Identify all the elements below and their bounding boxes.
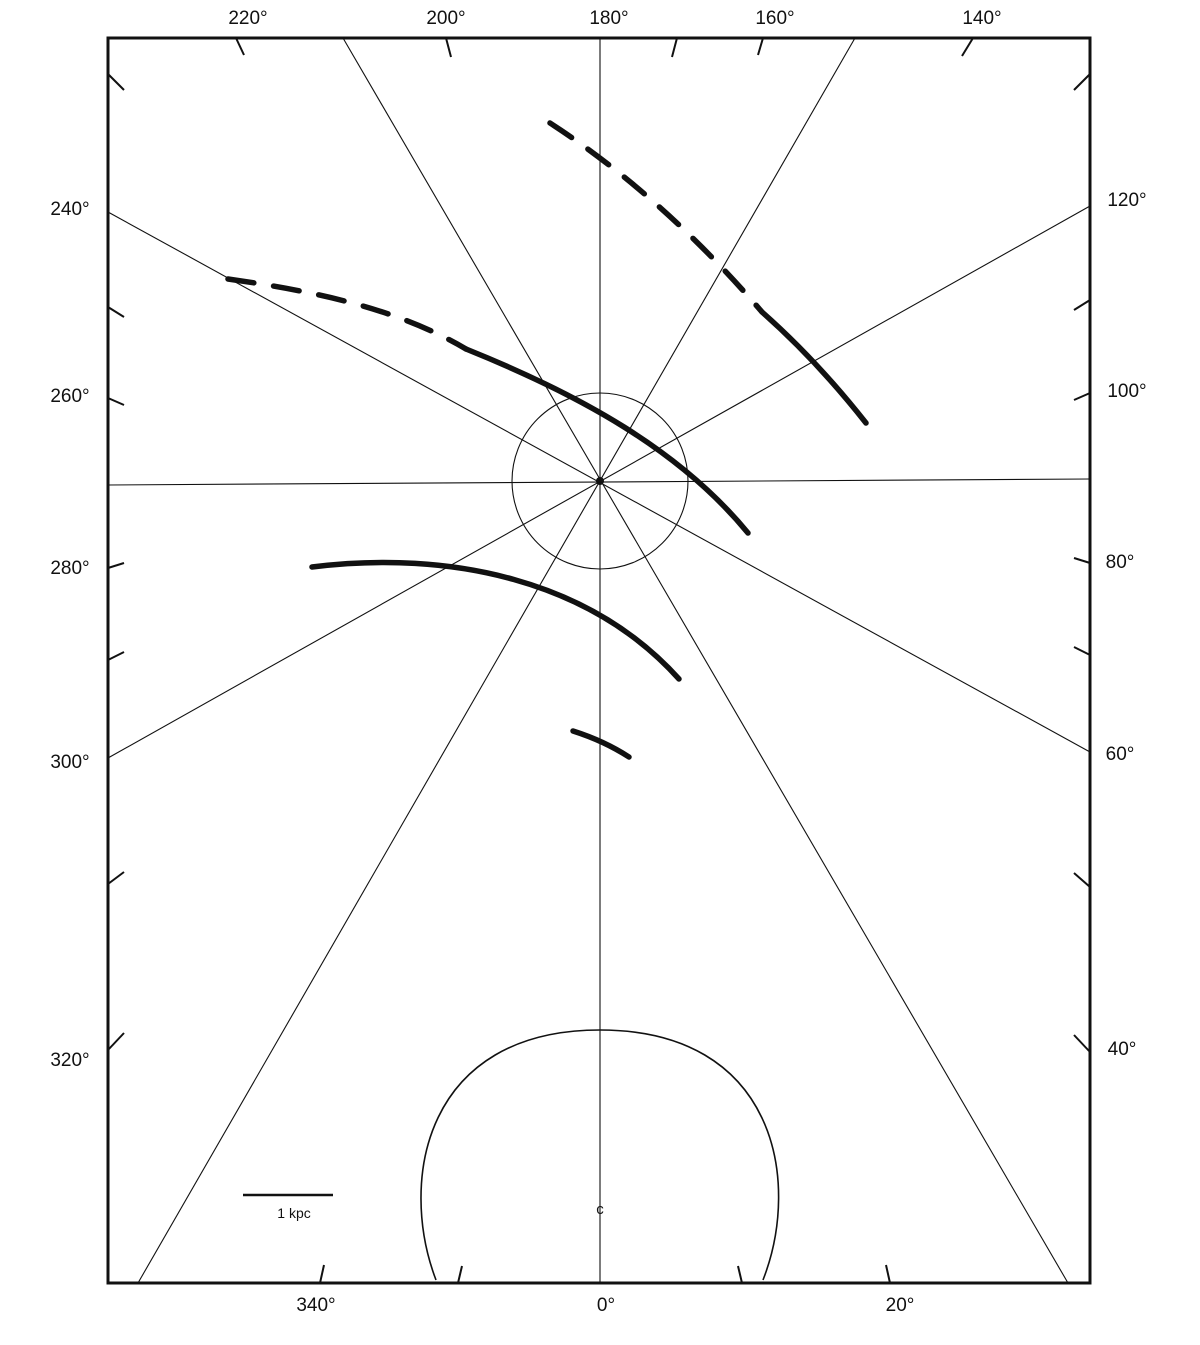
- galactic-center-circle: [420, 1029, 780, 1281]
- top-label-180: 180°: [589, 8, 628, 29]
- local-arm-dashed: [225, 276, 469, 352]
- top-tick: [961, 37, 974, 57]
- top-tick: [757, 37, 764, 56]
- bottom-tick: [457, 1265, 463, 1284]
- frame-ticks: [107, 37, 1091, 1284]
- ray-200-20: [342, 37, 1069, 1284]
- right-label-40: 40°: [1108, 1039, 1137, 1060]
- right-label-120: 120°: [1107, 190, 1146, 211]
- right-label-60: 60°: [1106, 744, 1135, 765]
- top-label-140: 140°: [962, 8, 1001, 29]
- scale-bar-label: 1 kpc: [277, 1205, 310, 1221]
- diagram-frame: [106, 36, 1092, 1285]
- left-label-320: 320°: [50, 1050, 89, 1071]
- outer-arm-dashed: [547, 120, 765, 315]
- spiral-arms: [225, 120, 869, 760]
- longitude-rays: [107, 37, 1091, 1284]
- left-tick: [107, 306, 125, 318]
- right-tick: [1073, 646, 1091, 656]
- left-tick: [107, 562, 125, 569]
- bottom-tick: [737, 1265, 743, 1284]
- bottom-tick: [319, 1264, 325, 1284]
- bottom-label-0: 0°: [597, 1295, 615, 1316]
- left-label-280: 280°: [50, 558, 89, 579]
- ray-160-340: [137, 37, 856, 1284]
- top-tick: [671, 37, 678, 58]
- top-label-220: 220°: [228, 8, 267, 29]
- right-label-100: 100°: [1107, 381, 1146, 402]
- top-label-200: 200°: [426, 8, 465, 29]
- top-tick: [445, 37, 452, 58]
- left-label-300: 300°: [50, 752, 89, 773]
- right-tick: [1073, 557, 1091, 564]
- right-tick: [1073, 299, 1091, 311]
- bottom-tick: [885, 1264, 891, 1284]
- bottom-label-20: 20°: [886, 1295, 915, 1316]
- right-tick: [1073, 73, 1091, 91]
- left-label-240: 240°: [50, 199, 89, 220]
- short-segment: [570, 728, 632, 760]
- local-arm-solid: [463, 346, 751, 536]
- left-tick: [107, 397, 125, 406]
- right-tick: [1073, 872, 1091, 888]
- left-tick: [107, 1032, 125, 1051]
- outer-arm-solid: [759, 309, 869, 426]
- left-tick: [107, 871, 125, 885]
- left-tick: [107, 73, 125, 91]
- sun-dot: [596, 477, 604, 485]
- right-tick: [1073, 392, 1091, 401]
- top-tick: [235, 37, 245, 56]
- left-tick: [107, 651, 125, 661]
- right-tick: [1073, 1034, 1091, 1053]
- sun-circle: [511, 392, 689, 570]
- galactic-center-label: c: [596, 1201, 604, 1218]
- left-label-260: 260°: [50, 386, 89, 407]
- bottom-label-340: 340°: [296, 1295, 335, 1316]
- right-label-80: 80°: [1106, 552, 1135, 573]
- top-label-160: 160°: [755, 8, 794, 29]
- inner-arm: [309, 559, 682, 682]
